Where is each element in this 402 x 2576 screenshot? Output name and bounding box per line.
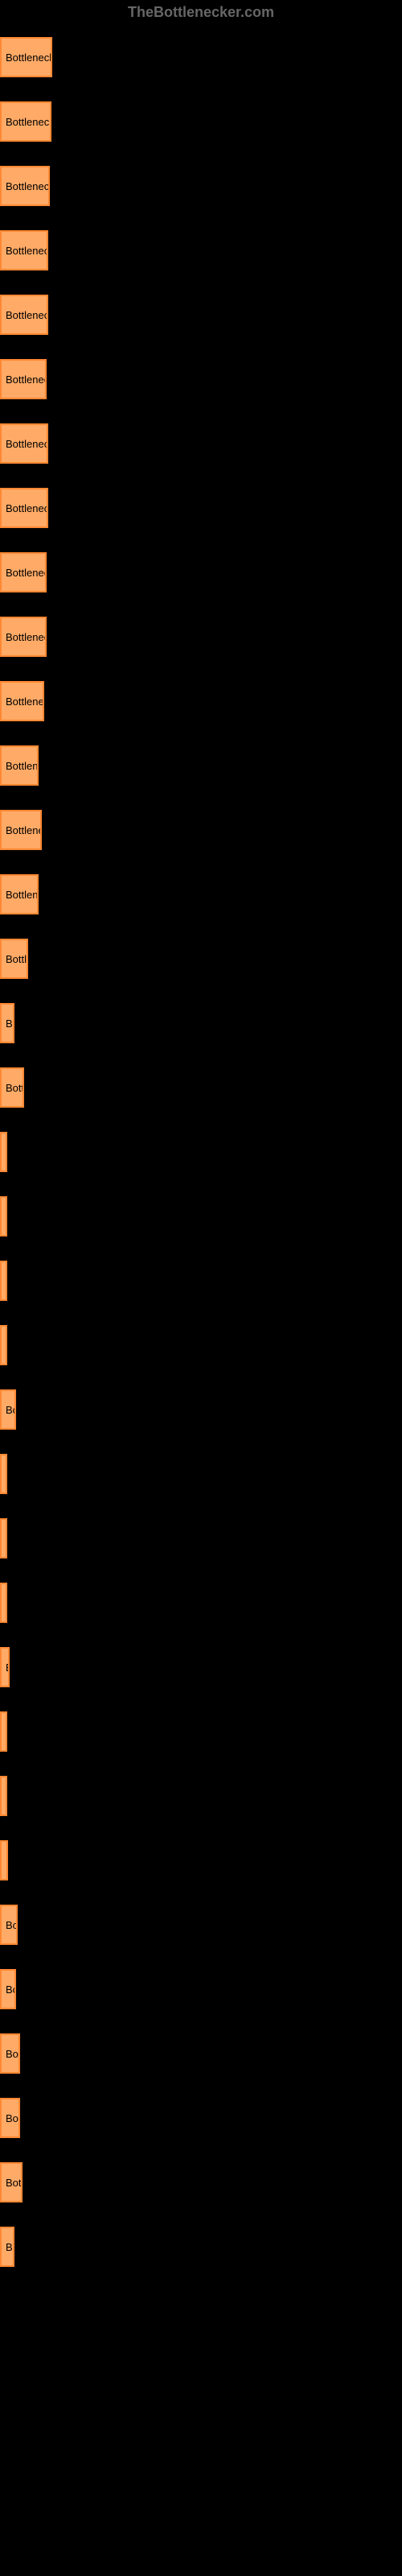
- chart-bar: Bottleneck results: [0, 37, 52, 77]
- chart-bar: Bottleneck results: [0, 423, 48, 464]
- bar-row: Bo: [0, 1965, 402, 2013]
- chart-bar: Bottleneck: [0, 874, 39, 914]
- bar-row: Bottleneck: [0, 806, 402, 854]
- chart-bar: Bottleneck: [0, 745, 39, 786]
- bar-label: B: [6, 1662, 8, 1674]
- chart-container: Bottleneck results Bottleneck results In …: [0, 25, 402, 2295]
- bar-label: Bottleneck results Inte: [6, 180, 48, 192]
- chart-bar: B: [0, 1840, 8, 1880]
- chart-bar: Bottleneck results In Grim Dawn: [0, 101, 51, 142]
- bar-row: Bottleneck results: [0, 677, 402, 725]
- bar-label: Bottleneck results: [6, 696, 43, 708]
- bar-label: Bottleneck results: [6, 309, 47, 321]
- bar-row: Bottleneck: [0, 999, 402, 1047]
- chart-bar: [0, 1196, 7, 1236]
- chart-bar: B: [0, 1261, 7, 1301]
- bar-row: Bottleneck results: [0, 33, 402, 81]
- bar-label: Bott: [6, 2112, 18, 2124]
- chart-bar: Bottleneck results: [0, 230, 48, 270]
- chart-bar: B: [0, 1647, 10, 1687]
- bar-row: [0, 1579, 402, 1627]
- bar-label: Bottleneck results: [6, 52, 51, 64]
- bar-row: Bottleneck results: [0, 484, 402, 532]
- chart-bar: [0, 1132, 7, 1172]
- watermark-text: TheBottlenecker.com: [0, 0, 402, 25]
- chart-bar: [0, 1325, 7, 1365]
- chart-bar: [0, 1583, 7, 1623]
- bar-row: [0, 1321, 402, 1369]
- chart-bar: Bottleneck results: [0, 488, 48, 528]
- bar-label: Bottleneck: [6, 824, 40, 836]
- bar-label: Bottleneck results: [6, 631, 45, 643]
- bar-label: Bottleneck: [6, 1082, 23, 1094]
- bar-row: Bottleneck results Inte: [0, 162, 402, 210]
- bar-label: Bottleneck results: [6, 438, 47, 450]
- bar-row: B: [0, 2223, 402, 2271]
- bar-row: Bottleneck results: [0, 613, 402, 661]
- bar-label: Bottleneck: [6, 889, 37, 901]
- chart-bar: Bottleneck: [0, 939, 28, 979]
- bar-label: Bottleneck: [6, 760, 37, 772]
- bar-label: B: [6, 2241, 13, 2253]
- bar-row: [0, 1450, 402, 1498]
- bar-row: Bo: [0, 1385, 402, 1434]
- bar-row: Bottleneck: [0, 2029, 402, 2078]
- bar-label: Bottleneck results In Grim Dawn: [6, 116, 50, 128]
- bar-row: Bottleneck: [0, 935, 402, 983]
- bar-row: [0, 1772, 402, 1820]
- bar-row: [0, 1192, 402, 1241]
- chart-bar: Bottleneck: [0, 2033, 20, 2074]
- bar-row: Bottleneck results: [0, 291, 402, 339]
- bar-label: Bottleneck results: [6, 567, 45, 579]
- chart-bar: Bott: [0, 2098, 20, 2138]
- chart-bar: B: [0, 2227, 14, 2267]
- bar-row: Bott: [0, 2094, 402, 2142]
- bar-label: Bo: [6, 1919, 16, 1931]
- bar-row: B: [0, 1643, 402, 1691]
- bar-row: Bottleneck: [0, 2158, 402, 2207]
- bar-row: Bottleneck results: [0, 419, 402, 468]
- chart-bar: Bottleneck results: [0, 552, 47, 592]
- bar-label: Bottleneck: [6, 953, 27, 965]
- chart-bar: Bottleneck: [0, 2162, 23, 2202]
- chart-bar: Bo: [0, 1905, 18, 1945]
- bar-row: [0, 1128, 402, 1176]
- chart-bar: Bottleneck results: [0, 295, 48, 335]
- chart-bar: Bottleneck: [0, 1067, 24, 1108]
- bar-row: Bottleneck: [0, 870, 402, 919]
- bar-row: B: [0, 1257, 402, 1305]
- chart-bar: [0, 1518, 7, 1558]
- bar-label: Bottleneck results: [6, 374, 45, 386]
- bar-label: Bottleneck: [6, 1018, 13, 1030]
- bar-row: Bottleneck: [0, 1063, 402, 1112]
- bar-row: Bo: [0, 1901, 402, 1949]
- bar-row: B: [0, 1836, 402, 1885]
- bar-label: Bottleneck results: [6, 502, 47, 514]
- chart-bar: Bottleneck results: [0, 359, 47, 399]
- bar-row: Bottleneck results: [0, 548, 402, 597]
- chart-bar: Bottleneck results Inte: [0, 166, 50, 206]
- chart-bar: Bo: [0, 1969, 16, 2009]
- bar-row: Bottleneck results: [0, 226, 402, 275]
- bar-label: Bottleneck results: [6, 245, 47, 257]
- chart-bar: [0, 1454, 7, 1494]
- chart-bar: [0, 1776, 7, 1816]
- bar-label: Bottleneck: [6, 2177, 21, 2189]
- bar-row: Bottleneck results: [0, 355, 402, 403]
- bar-label: Bo: [6, 1404, 14, 1416]
- chart-bar: Bottleneck: [0, 810, 42, 850]
- chart-bar: [0, 1711, 7, 1752]
- bar-row: [0, 1514, 402, 1563]
- chart-bar: Bottleneck: [0, 1003, 14, 1043]
- bar-row: [0, 1707, 402, 1756]
- chart-bar: Bottleneck results: [0, 617, 47, 657]
- chart-bar: Bottleneck results: [0, 681, 44, 721]
- bar-row: Bottleneck results In Grim Dawn: [0, 97, 402, 146]
- bar-label: Bottleneck: [6, 2048, 18, 2060]
- chart-bar: Bo: [0, 1389, 16, 1430]
- bar-row: Bottleneck: [0, 741, 402, 790]
- bar-label: Bo: [6, 1984, 14, 1996]
